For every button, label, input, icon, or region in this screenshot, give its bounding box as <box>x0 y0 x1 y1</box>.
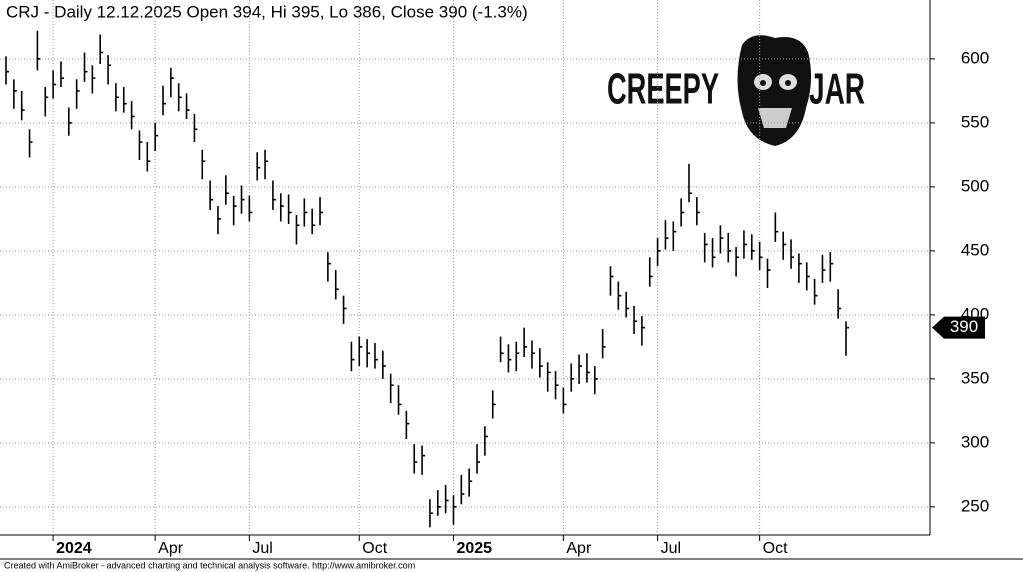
x-tick-label: Apr <box>158 540 184 557</box>
y-tick-label: 300 <box>961 432 989 451</box>
logo: CREEPY JAR <box>607 35 865 146</box>
x-tick-label: Oct <box>763 540 788 557</box>
x-tick-label: Apr <box>566 540 592 557</box>
x-tick-label: Oct <box>362 540 387 557</box>
y-tick-label: 550 <box>961 112 989 131</box>
chart-title: CRJ - Daily 12.12.2025 Open 394, Hi 395,… <box>6 2 528 21</box>
logo-text: CREEPY <box>607 65 719 114</box>
logo-pupil <box>760 80 766 86</box>
x-tick-label: Jul <box>661 540 681 557</box>
logo-text: JAR <box>809 65 865 114</box>
last-price-label: 390 <box>950 317 978 336</box>
last-price-tag <box>932 316 985 339</box>
footer: Created with AmiBroker - advanced charti… <box>4 560 415 570</box>
x-tick-label: 2025 <box>456 540 492 557</box>
x-tick-label: 2024 <box>56 540 92 557</box>
x-tick-label: Jul <box>252 540 272 557</box>
y-tick-label: 250 <box>961 496 989 515</box>
y-tick-label: 450 <box>961 240 989 259</box>
logo-pupil <box>785 80 791 86</box>
logo-head <box>737 35 812 146</box>
y-tick-label: 600 <box>961 48 989 67</box>
y-tick-label: 350 <box>961 368 989 387</box>
y-tick-label: 500 <box>961 176 989 195</box>
